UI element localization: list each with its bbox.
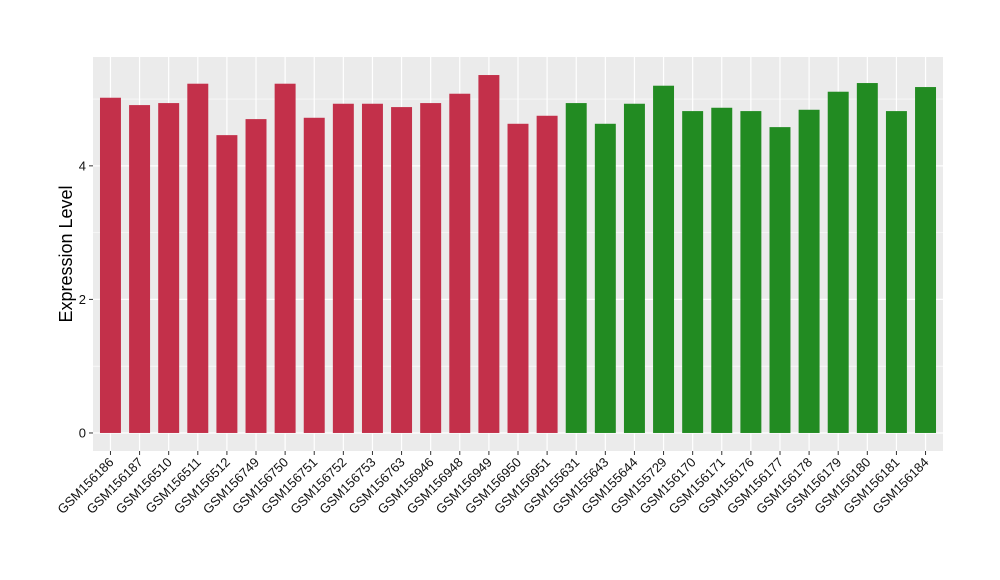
bar-GSM155644 bbox=[623, 103, 645, 433]
bar-GSM156948 bbox=[449, 93, 471, 433]
bar-GSM156177 bbox=[769, 127, 791, 433]
bar-GSM156511 bbox=[187, 83, 209, 433]
bar-GSM156512 bbox=[216, 135, 238, 433]
bar-GSM156181 bbox=[885, 111, 907, 433]
bar-GSM156178 bbox=[798, 109, 820, 433]
bar-GSM156763 bbox=[391, 107, 413, 433]
bar-GSM156170 bbox=[682, 111, 704, 433]
bar-GSM155631 bbox=[565, 103, 587, 433]
bars bbox=[99, 75, 937, 433]
y-axis: 0 2 4 bbox=[79, 158, 93, 440]
bar-GSM156951 bbox=[536, 115, 558, 433]
y-axis-label: Expression Level bbox=[56, 185, 76, 322]
bar-GSM156749 bbox=[245, 119, 267, 433]
bar-GSM156946 bbox=[420, 103, 442, 433]
bar-GSM156180 bbox=[856, 83, 878, 433]
bar-GSM156750 bbox=[274, 83, 296, 433]
bar-GSM156510 bbox=[158, 103, 180, 433]
x-axis: GSM156186GSM156187GSM156510GSM156511GSM1… bbox=[54, 451, 932, 517]
y-tick-label: 2 bbox=[79, 292, 86, 307]
bar-GSM156752 bbox=[332, 103, 354, 433]
bar-GSM156184 bbox=[915, 87, 937, 433]
bar-GSM156950 bbox=[507, 123, 529, 433]
bar-GSM156187 bbox=[129, 105, 151, 433]
y-tick-label: 0 bbox=[79, 425, 86, 440]
y-tick-label: 4 bbox=[79, 158, 86, 173]
bar-GSM155643 bbox=[594, 123, 616, 433]
bar-GSM156753 bbox=[361, 103, 383, 433]
bar-GSM155729 bbox=[653, 85, 675, 433]
bar-GSM156171 bbox=[711, 107, 733, 433]
bar-GSM156176 bbox=[740, 111, 762, 433]
bar-GSM156949 bbox=[478, 75, 500, 433]
bar-GSM156751 bbox=[303, 117, 325, 433]
bar-GSM156179 bbox=[827, 91, 849, 433]
bar-GSM156186 bbox=[99, 97, 121, 433]
